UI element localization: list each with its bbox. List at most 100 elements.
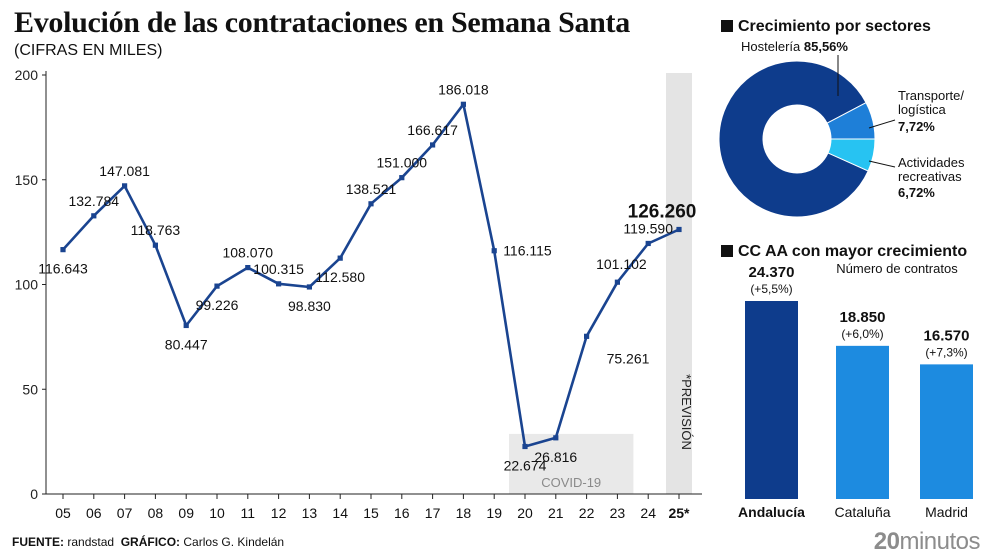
x-tick-label: 22 (579, 505, 595, 521)
bar-change-label: (+5,5%) (750, 282, 792, 296)
leader-line (868, 119, 896, 129)
slice-label: Transporte/ (898, 88, 964, 103)
slice-value: 7,72% (898, 119, 935, 134)
bar (836, 345, 889, 499)
y-tick-label: 50 (22, 381, 38, 397)
bar-value-label: 24.370 (749, 264, 795, 281)
data-point (645, 240, 651, 247)
data-point (676, 226, 682, 233)
y-tick-label: 200 (15, 67, 39, 83)
x-tick-label: 24 (640, 505, 656, 521)
sectors-title-text: Crecimiento por sectores (738, 18, 931, 35)
data-label: 166.617 (407, 122, 458, 138)
data-label: 75.261 (607, 350, 650, 366)
brand-logo: 20minutos (873, 528, 981, 556)
x-tick-label: 05 (55, 505, 71, 521)
x-tick-label: 17 (425, 505, 441, 521)
data-label: 99.226 (196, 297, 239, 313)
bar-value-label: 16.570 (924, 327, 970, 344)
data-point (183, 322, 189, 329)
bar-category-label: Andalucía (738, 504, 805, 520)
data-point (430, 142, 436, 148)
slice-label: Actividades (898, 155, 965, 170)
data-point (584, 333, 590, 339)
source-value: randstad (67, 535, 115, 549)
data-point (245, 264, 251, 271)
bar-category-label: Madrid (925, 504, 968, 520)
data-point (491, 248, 497, 254)
donut-chart: Hostelería 85,56% Transporte/logística 7,7… (718, 39, 965, 218)
data-point (337, 255, 343, 261)
data-point (122, 183, 128, 189)
bar-chart: Número de contratos 24.370(+5,5%) Andalucí… (738, 261, 973, 520)
credits: FUENTE: randstad GRÁFICO: Carlos G. Kind… (12, 535, 284, 549)
donut-slice (718, 60, 869, 218)
data-label: 151.000 (376, 155, 427, 171)
x-tick-label: 12 (271, 505, 287, 521)
data-point (306, 284, 312, 290)
donut-slice (827, 138, 876, 172)
data-label: 118.763 (131, 222, 181, 238)
data-point (522, 443, 528, 450)
x-tick-label: 25* (668, 505, 690, 521)
data-point (214, 283, 220, 289)
line-chart: COVID-19 *PREVISIÓN 0 50 100 150 200 05 06 07 08 09… (15, 67, 702, 521)
data-point (399, 175, 405, 181)
x-tick-label: 16 (394, 505, 410, 521)
x-tick-label: 06 (86, 505, 102, 521)
x-tick-label: 13 (302, 505, 318, 521)
data-label: 108.070 (222, 245, 273, 261)
x-tick-label: 21 (548, 505, 564, 521)
data-label: 80.447 (165, 336, 208, 352)
forecast-label: *PREVISIÓN (679, 374, 694, 450)
data-label: 22.674 (504, 457, 547, 473)
regions-title: CC AA con mayor crecimiento (721, 243, 967, 261)
y-tick-label: 150 (15, 172, 39, 188)
x-tick-label: 19 (486, 505, 502, 521)
x-tick-label: 14 (332, 505, 348, 521)
logo-number: 20 (873, 528, 900, 555)
data-label: 186.018 (438, 81, 489, 97)
data-label: 126.260 (628, 201, 697, 222)
data-point (60, 247, 66, 253)
slice-value: 6,72% (898, 185, 935, 200)
data-label: 138.521 (346, 181, 397, 197)
slice-label: Hostelería 85,56% (741, 39, 848, 54)
bar-category-label: Cataluña (834, 504, 890, 520)
data-label: 101.102 (596, 256, 647, 272)
data-label: 116.115 (503, 243, 552, 259)
title-square-icon (721, 245, 733, 257)
graphic-value: Carlos G. Kindelán (183, 535, 285, 549)
sectors-title: Crecimiento por sectores (721, 18, 931, 36)
data-point (91, 213, 97, 219)
x-tick-label: 18 (456, 505, 472, 521)
x-tick-label: 15 (363, 505, 379, 521)
x-tick-label: 20 (517, 505, 533, 521)
logo-word: minutos (899, 528, 980, 555)
data-label: 116.643 (38, 261, 88, 277)
graphic-label: GRÁFICO: (120, 535, 181, 549)
slice-label: recreativas (898, 169, 962, 184)
x-tick-label: 11 (241, 505, 256, 521)
leader-line (868, 160, 896, 168)
data-label: 98.830 (288, 298, 331, 314)
x-tick-label: 07 (117, 505, 133, 521)
y-tick-label: 100 (15, 277, 39, 293)
data-point (460, 101, 466, 107)
regions-title-text: CC AA con mayor crecimiento (738, 243, 968, 260)
y-tick-label: 0 (30, 486, 38, 502)
data-point (553, 435, 559, 441)
bar-change-label: (+7,3%) (925, 345, 967, 359)
bar (745, 301, 798, 499)
x-tick-label: 08 (148, 505, 164, 521)
data-label: 26.816 (534, 449, 577, 465)
title-square-icon (721, 20, 733, 32)
data-point (614, 279, 620, 285)
x-tick-label: 10 (209, 505, 225, 521)
covid-label: COVID-19 (541, 475, 601, 490)
data-label: 119.590 (623, 220, 673, 236)
series-line (62, 103, 680, 448)
data-label: 100.315 (253, 261, 304, 277)
bar-value-label: 18.850 (840, 309, 886, 326)
forecast-band (666, 73, 692, 494)
